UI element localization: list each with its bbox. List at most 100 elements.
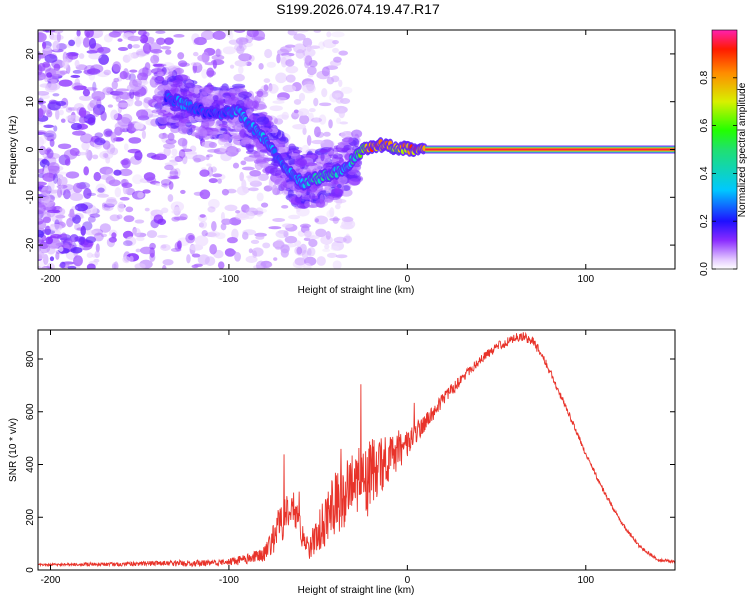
heatmap-speck <box>279 136 287 142</box>
heatmap-speck <box>256 90 264 98</box>
heatmap-speck <box>201 86 211 96</box>
heatmap-speck <box>63 189 71 200</box>
heatmap-speck <box>139 246 154 255</box>
heatmap-speck <box>169 171 179 175</box>
heatmap-speck <box>39 94 50 100</box>
heatmap-speck <box>304 154 318 159</box>
heatmap-speck <box>242 98 254 109</box>
spectrogram-ytick-label: 10 <box>25 96 36 108</box>
heatmap-speck <box>245 255 258 263</box>
heatmap-speck <box>248 248 253 254</box>
heatmap-speck <box>247 144 254 153</box>
heatmap-speck <box>171 216 181 222</box>
heatmap-speck <box>42 216 52 224</box>
heatmap-speck <box>293 98 302 105</box>
heatmap-speck <box>200 30 215 40</box>
colorbar-scale <box>711 29 738 270</box>
snr-xtick-label: -200 <box>40 575 60 586</box>
heatmap-speck <box>329 207 335 218</box>
heatmap-speck <box>38 130 47 135</box>
heatmap-speck <box>127 52 134 61</box>
heatmap-speck <box>315 198 326 208</box>
heatmap-speck <box>266 61 276 68</box>
heatmap-speck <box>162 112 174 118</box>
heatmap-speck <box>292 259 306 269</box>
heatmap-speck <box>322 248 331 253</box>
heatmap-speck <box>326 31 332 38</box>
heatmap-speck <box>127 43 133 50</box>
heatmap-speck <box>199 189 211 200</box>
heatmap-speck <box>311 139 325 145</box>
heatmap-speck <box>170 87 179 94</box>
heatmap-speck <box>136 109 149 119</box>
heatmap-speck <box>119 71 128 80</box>
heatmap-speck <box>309 192 316 200</box>
heatmap-speck <box>306 65 317 76</box>
heatmap-speck <box>84 30 94 39</box>
heatmap-speck <box>173 34 185 38</box>
heatmap-speck <box>132 44 141 49</box>
heatmap-speck <box>284 44 296 48</box>
heatmap-speck <box>93 96 102 100</box>
heatmap-speck <box>71 82 83 91</box>
heatmap-speck <box>177 52 185 60</box>
heatmap-speck <box>38 251 46 260</box>
heatmap-speck <box>119 91 131 100</box>
heatmap-speck <box>157 218 167 225</box>
heatmap-speck <box>271 184 278 195</box>
heatmap-speck <box>197 214 208 222</box>
heatmap-speck <box>199 169 210 177</box>
heatmap-speck <box>192 154 206 163</box>
heatmap-speck <box>326 252 338 259</box>
spectrogram-xtick-label: 100 <box>577 274 594 285</box>
heatmap-speck <box>180 189 186 194</box>
heatmap-speck <box>110 109 119 121</box>
heatmap-speck <box>73 35 84 45</box>
snr-ytick-label: 600 <box>25 403 36 420</box>
heatmap-speck <box>90 64 104 74</box>
heatmap-speck <box>340 223 354 230</box>
heatmap-speck <box>56 184 68 189</box>
heatmap-speck <box>68 39 76 47</box>
heatmap-speck <box>193 263 203 267</box>
heatmap-speck <box>206 154 214 158</box>
heatmap-speck <box>209 243 217 255</box>
heatmap-speck <box>154 102 164 110</box>
heatmap-speck <box>175 74 189 82</box>
heatmap-speck <box>303 237 311 241</box>
heatmap-speck <box>52 93 60 97</box>
heatmap-speck <box>286 184 292 188</box>
heatmap-speck <box>92 154 99 160</box>
heatmap-speck <box>69 237 76 244</box>
heatmap-speck <box>94 137 106 146</box>
colorbar-tick-label: 0.0 <box>699 262 710 276</box>
heatmap-speck <box>111 232 117 239</box>
heatmap-speck <box>242 166 255 171</box>
heatmap-speck <box>44 164 49 174</box>
heatmap-speck <box>218 133 231 143</box>
heatmap-speck <box>53 125 58 132</box>
heatmap-speck <box>134 150 143 161</box>
heatmap-speck <box>301 249 309 260</box>
heatmap-speck <box>296 191 302 198</box>
heatmap-speck <box>207 231 221 238</box>
heatmap-speck <box>256 192 264 202</box>
spectrogram-ytick-label: 20 <box>25 48 36 60</box>
heatmap-speck <box>170 83 181 88</box>
heatmap-speck <box>58 246 64 252</box>
heatmap-speck <box>84 87 98 91</box>
heatmap-speck <box>269 167 282 177</box>
colorbar-ticks: 0.0 0.2 0.4 0.6 0.8 <box>699 70 737 276</box>
heatmap-speck <box>215 232 226 240</box>
heatmap-speck <box>163 182 169 189</box>
heatmap-speck <box>192 51 199 57</box>
heatmap-speck <box>313 30 322 33</box>
heatmap-speck <box>103 69 112 76</box>
heatmap-speck <box>228 31 234 40</box>
heatmap-speck <box>285 65 299 74</box>
heatmap-speck <box>73 85 87 91</box>
heatmap-speck <box>137 191 144 199</box>
heatmap-speck <box>51 212 63 223</box>
heatmap-speck <box>38 217 42 222</box>
heatmap-speck <box>240 160 247 166</box>
